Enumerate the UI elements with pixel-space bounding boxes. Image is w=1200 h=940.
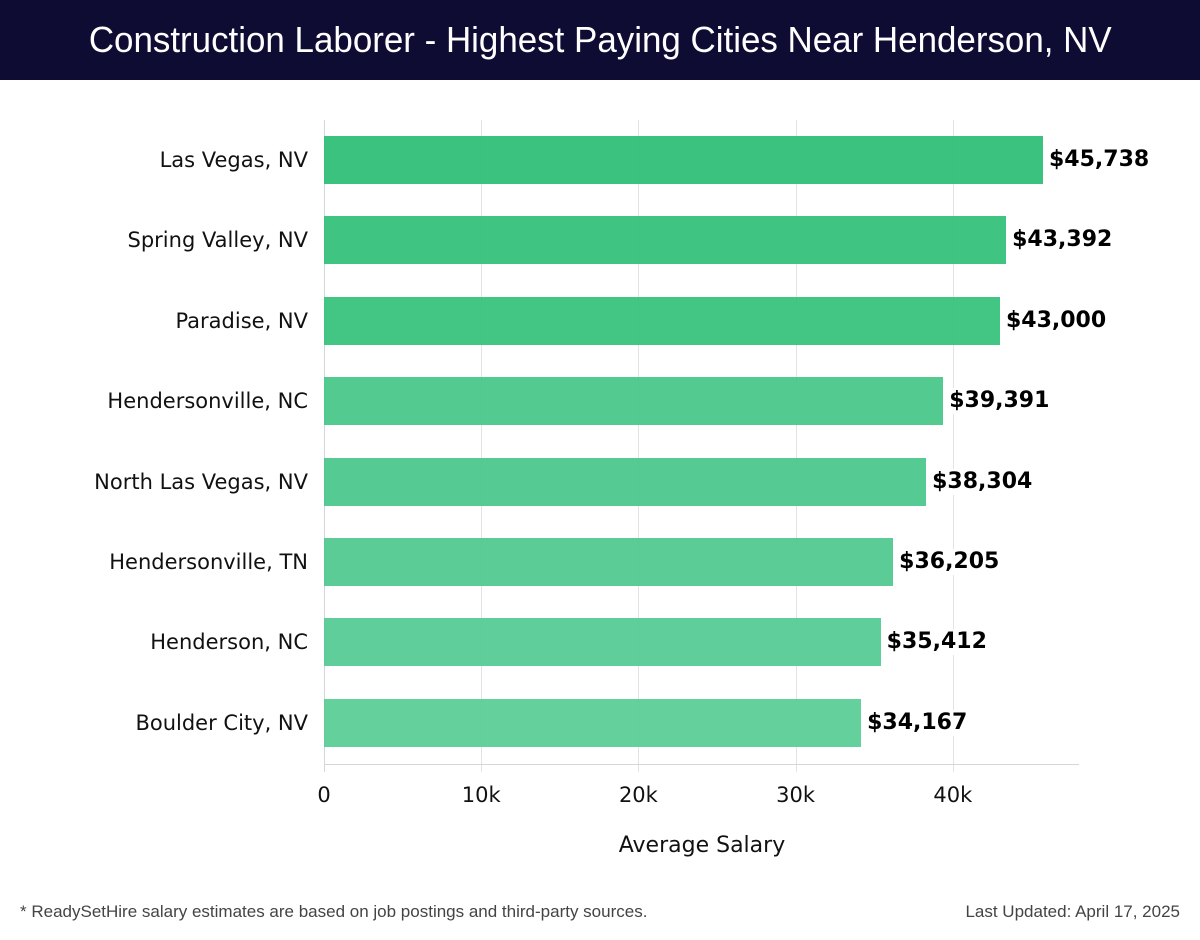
- y-category-label: Las Vegas, NV: [159, 148, 308, 172]
- x-axis-line: [324, 764, 1079, 765]
- y-category-label: North Las Vegas, NV: [94, 469, 308, 494]
- bar: [324, 538, 894, 586]
- bar: [324, 698, 862, 747]
- x-axis-title: Average Salary: [618, 833, 786, 858]
- gridline: [795, 120, 797, 772]
- bar-value-label: $34,167: [865, 709, 970, 736]
- gridline: [638, 120, 640, 772]
- x-tick-label: 10k: [461, 783, 501, 807]
- bar-value-label: $35,412: [884, 629, 989, 656]
- last-updated: Last Updated: April 17, 2025: [965, 902, 1180, 921]
- bar-value-label: $39,391: [947, 388, 1052, 415]
- bar: [324, 618, 881, 667]
- bar: [324, 296, 1000, 345]
- bar: [324, 377, 944, 426]
- y-category-label: Paradise, NV: [175, 308, 308, 333]
- gridline: [481, 120, 483, 772]
- y-category-label: Hendersonville, TN: [109, 550, 308, 574]
- x-tick-label: 0: [317, 783, 331, 807]
- y-category-label: Hendersonville, NC: [107, 389, 308, 414]
- bar-value-label: $45,738: [1047, 147, 1152, 173]
- plot-area: $45,738 $43,392 $43,000 $39,391 $38,304 $36,2…: [324, 120, 1152, 772]
- bar: [324, 216, 1007, 265]
- y-category-label: Boulder City, NV: [135, 710, 308, 735]
- bar-value-label: $38,304: [930, 468, 1035, 495]
- x-tick-label: 40k: [933, 783, 973, 807]
- gridline: [952, 120, 954, 772]
- chart-title: Construction Laborer - Highest Paying Ci…: [88, 19, 1112, 60]
- bar: [324, 136, 1043, 184]
- bar-value-label: $36,205: [897, 549, 1002, 575]
- bar-value-label: $43,392: [1010, 227, 1115, 254]
- x-tick-label: 30k: [776, 783, 816, 807]
- footer-note: * ReadySetHire salary estimates are base…: [20, 902, 648, 921]
- x-tick-label: 20k: [618, 783, 658, 807]
- y-category-label: Henderson, NC: [150, 630, 308, 655]
- y-axis-line: [324, 120, 325, 772]
- bar-value-label: $43,000: [1003, 307, 1109, 334]
- bar: [324, 457, 927, 506]
- y-category-label: Spring Valley, NV: [127, 228, 309, 253]
- chart-header: Construction Laborer - Highest Paying Ci…: [0, 0, 1200, 80]
